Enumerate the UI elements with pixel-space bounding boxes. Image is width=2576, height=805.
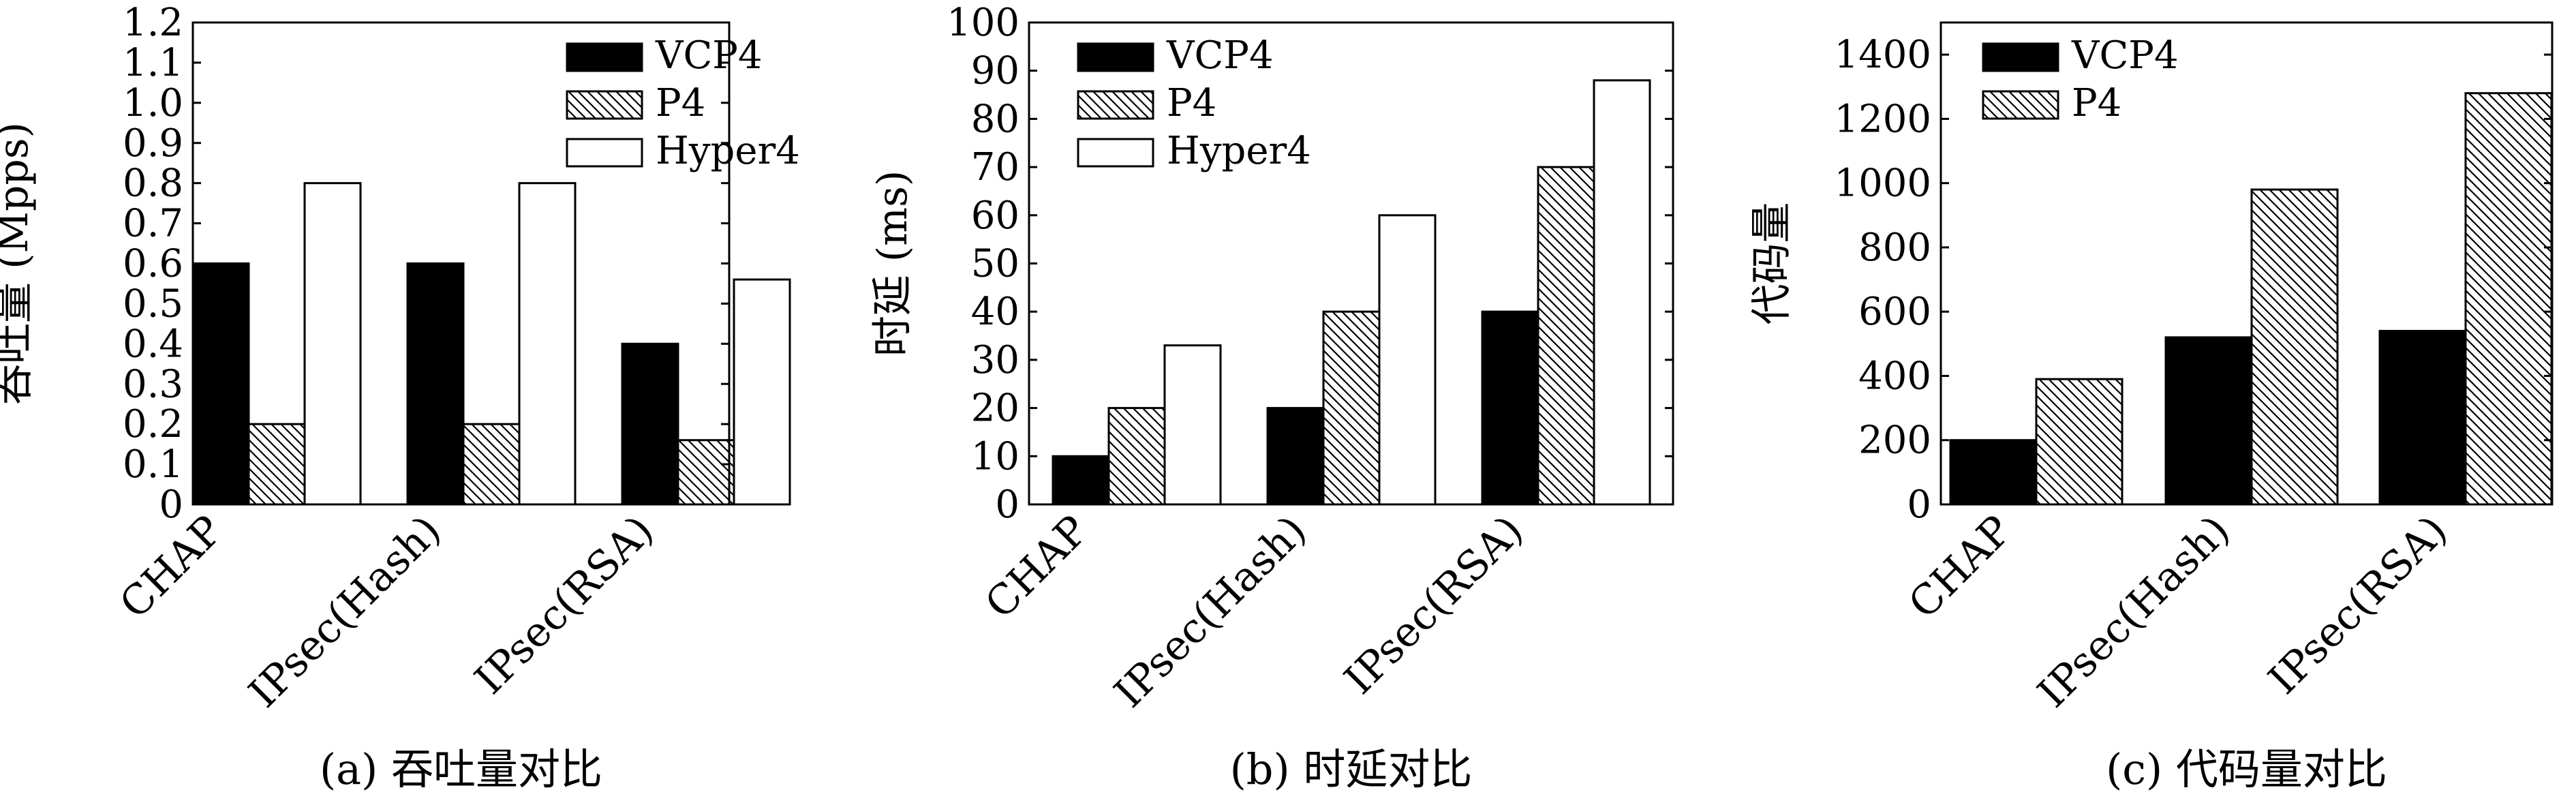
- bar-p4-1: [1107, 407, 1166, 506]
- panel-caption: (b) 时延对比: [1230, 744, 1473, 794]
- y-tick-label: 0.2: [123, 402, 183, 446]
- y-tick-label: 0.9: [123, 121, 183, 166]
- bar-vcp4-3: [1481, 310, 1539, 506]
- y-tick-label: 200: [1858, 419, 1931, 463]
- y-tick-label: 1.1: [123, 41, 183, 85]
- y-tick-label: 1.2: [123, 1, 183, 45]
- y-tick-label: 0.7: [123, 202, 183, 246]
- bar-vcp4-3: [2378, 329, 2467, 506]
- y-tick-label: 50: [971, 242, 1019, 286]
- y-tick-label: 1400: [1834, 33, 1931, 77]
- bar-hyper4-3: [733, 278, 791, 506]
- bar-p4-3: [677, 439, 735, 506]
- y-tick-label: 100: [947, 1, 1019, 45]
- bar-hyper4-1: [303, 182, 362, 506]
- y-tick-label: 60: [971, 194, 1019, 238]
- y-tick-label: 400: [1858, 354, 1931, 398]
- y-tick-label: 0.4: [123, 322, 183, 366]
- panel-caption: (c) 代码量对比: [2106, 744, 2387, 794]
- y-tick-label: 1200: [1834, 97, 1931, 141]
- legend-label: Hyper4: [1167, 129, 1311, 173]
- y-tick-label: 0.3: [123, 362, 183, 406]
- legend-label: P4: [1167, 81, 1216, 125]
- bar-hyper4-1: [1163, 344, 1222, 506]
- y-tick-label: 1000: [1834, 162, 1931, 206]
- legend-swatch-hyper4: [1077, 138, 1154, 168]
- bar-p4-3: [1537, 166, 1595, 506]
- bar-vcp4-3: [621, 342, 679, 506]
- bar-hyper4-2: [518, 182, 577, 506]
- category-label: IPsec(Hash): [1105, 506, 1316, 717]
- y-axis-label: 吞吐量 (Mpps): [0, 122, 37, 405]
- plot-frame: [1939, 21, 2554, 506]
- y-tick-label: 800: [1858, 226, 1931, 270]
- bar-vcp4-2: [2164, 336, 2253, 506]
- legend-swatch-vcp4: [1077, 42, 1154, 72]
- legend-swatch-hyper4: [566, 138, 643, 168]
- legend-label: VCP4: [655, 33, 763, 78]
- y-tick-label: 0.5: [123, 282, 183, 326]
- legend-swatch-p4: [1077, 90, 1154, 120]
- y-axis-label: 时延 (ms): [869, 170, 917, 357]
- panel-caption: (a) 吞吐量对比: [320, 744, 602, 794]
- legend-label: Hyper4: [656, 129, 800, 173]
- y-tick-label: 1.0: [123, 81, 183, 125]
- bar-vcp4-1: [191, 262, 250, 506]
- y-tick-label: 0: [1907, 483, 1931, 527]
- y-tick-label: 20: [971, 386, 1019, 431]
- y-tick-label: 0.8: [123, 162, 183, 206]
- legend-label: P4: [2072, 81, 2121, 125]
- y-tick-label: 80: [971, 97, 1019, 141]
- legend-swatch-p4: [1982, 90, 2059, 120]
- y-tick-label: 0: [995, 483, 1019, 527]
- bar-vcp4-2: [406, 262, 465, 506]
- bar-hyper4-2: [1378, 214, 1437, 506]
- category-label: CHAP: [976, 506, 1097, 628]
- y-tick-label: 40: [971, 290, 1019, 334]
- y-tick-label: 30: [971, 338, 1019, 382]
- bar-vcp4-1: [1052, 455, 1110, 506]
- legend-swatch-vcp4: [1982, 42, 2059, 72]
- legend-label: P4: [656, 81, 705, 125]
- y-tick-label: 90: [971, 49, 1019, 93]
- category-label: IPsec(RSA): [466, 506, 663, 703]
- legend-label: VCP4: [1166, 33, 1274, 78]
- legend-label: VCP4: [2071, 33, 2179, 78]
- y-tick-label: 600: [1858, 290, 1931, 334]
- bar-vcp4-1: [1949, 439, 2038, 506]
- y-axis-label: 代码量: [1748, 202, 1796, 325]
- bar-p4-2: [1322, 310, 1381, 506]
- category-label: IPsec(Hash): [2029, 506, 2239, 717]
- bar-p4-2: [2250, 188, 2339, 506]
- y-tick-label: 0.1: [123, 442, 183, 487]
- bar-p4-1: [247, 423, 306, 506]
- bar-p4-2: [462, 423, 521, 506]
- bar-p4-3: [2464, 92, 2553, 506]
- bar-p4-1: [2035, 378, 2123, 506]
- legend-swatch-vcp4: [566, 42, 643, 72]
- y-tick-label: 10: [971, 434, 1019, 479]
- bar-vcp4-2: [1266, 407, 1325, 506]
- y-tick-label: 0: [159, 483, 183, 527]
- category-label: IPsec(Hash): [240, 506, 450, 717]
- bar-hyper4-3: [1593, 79, 1651, 506]
- y-tick-label: 0.6: [123, 242, 183, 286]
- category-label: IPsec(RSA): [2260, 506, 2457, 703]
- legend-swatch-p4: [566, 90, 643, 120]
- category-label: IPsec(RSA): [1336, 506, 1533, 703]
- chart-panel-1: 00.10.20.30.40.50.60.70.80.91.01.11.2CHA…: [0, 1, 800, 794]
- y-tick-label: 70: [971, 145, 1019, 189]
